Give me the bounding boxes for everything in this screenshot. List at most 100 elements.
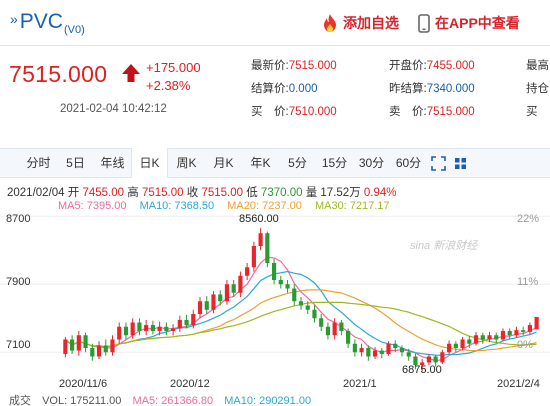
candle-body[interactable]	[433, 356, 438, 363]
candle-body[interactable]	[211, 294, 216, 310]
y-tick-label: 7900	[6, 276, 31, 288]
ma20-legend: MA20: 7237.00	[227, 200, 302, 212]
candle-body[interactable]	[500, 331, 506, 340]
symbol-title[interactable]: »PVC(V0)	[10, 10, 85, 36]
candle-body[interactable]	[514, 330, 519, 336]
candle-body[interactable]	[453, 343, 458, 348]
tab-yearly-k[interactable]: 年K	[250, 156, 271, 170]
candle-body[interactable]	[366, 348, 371, 357]
candle-body[interactable]	[372, 350, 378, 357]
kline-chart[interactable]	[0, 212, 550, 388]
tab-5min[interactable]: 5分	[288, 156, 307, 170]
candle-body[interactable]	[339, 322, 344, 332]
tab-intraday[interactable]: 分时	[26, 156, 51, 170]
candle-body[interactable]	[325, 326, 331, 336]
candle-body[interactable]	[177, 319, 182, 329]
candle-body[interactable]	[527, 325, 532, 332]
candle-body[interactable]	[386, 343, 391, 354]
volume-ma5: MA5: 261366.80	[132, 395, 214, 406]
candle-body[interactable]	[312, 309, 317, 319]
candle-body[interactable]	[467, 339, 472, 344]
candle-body[interactable]	[157, 326, 162, 331]
tab-15min[interactable]: 15分	[321, 156, 348, 170]
candle-body[interactable]	[521, 330, 526, 332]
candle-body[interactable]	[218, 294, 223, 302]
candle-body[interactable]	[332, 322, 337, 336]
candle-body[interactable]	[238, 275, 243, 293]
candle-body[interactable]	[245, 267, 250, 276]
candle-body[interactable]	[224, 284, 230, 302]
candle-body[interactable]	[164, 326, 169, 331]
candle-body[interactable]	[420, 362, 425, 365]
candle-body[interactable]	[110, 339, 115, 353]
candle-body[interactable]	[393, 343, 398, 348]
candle-body[interactable]	[507, 331, 512, 336]
ma5-legend: MA5: 7395.00	[58, 200, 127, 212]
candle-body[interactable]	[271, 263, 277, 280]
tab-5day[interactable]: 5日	[66, 156, 85, 170]
tab-30min[interactable]: 30分	[358, 156, 385, 170]
candle-body[interactable]	[487, 335, 492, 340]
candle-body[interactable]	[359, 348, 364, 353]
tab-weekly-k[interactable]: 周K	[176, 156, 197, 170]
candle-body[interactable]	[130, 322, 135, 336]
candle-body[interactable]	[473, 335, 479, 344]
candle-body[interactable]	[123, 326, 129, 336]
open-interest-label: 持仓	[526, 83, 549, 95]
candle-body[interactable]	[90, 348, 95, 357]
candle-body[interactable]	[352, 343, 357, 353]
candle-body[interactable]	[137, 322, 142, 332]
candle-body[interactable]	[413, 356, 418, 366]
candle-body[interactable]	[103, 345, 108, 353]
candle-body[interactable]	[251, 246, 256, 268]
candle-body[interactable]	[447, 343, 452, 353]
add-favorite-button[interactable]: 添加自选	[322, 12, 399, 34]
candle-body[interactable]	[285, 284, 290, 289]
candle-body[interactable]	[170, 328, 176, 331]
settings-icon[interactable]	[449, 149, 471, 177]
candle-body[interactable]	[494, 335, 499, 340]
settlement-row: 结算价:0.000	[251, 83, 318, 95]
quote-column-1: 最新价:7515.000 结算价:0.000 买 价:7510.000	[251, 55, 337, 124]
candle-body[interactable]	[191, 314, 196, 326]
candle-body[interactable]	[399, 348, 405, 353]
candle-body[interactable]	[426, 356, 432, 363]
tab-monthly-k[interactable]: 月K	[213, 156, 234, 170]
candle-body[interactable]	[76, 335, 81, 351]
candle-body[interactable]	[460, 339, 465, 349]
candle-body[interactable]	[204, 301, 209, 310]
candle-body[interactable]	[117, 326, 122, 340]
candle-body[interactable]	[258, 233, 263, 246]
candle-body[interactable]	[305, 305, 310, 310]
candle-body[interactable]	[70, 339, 75, 351]
ohlc-date: 2021/02/04	[7, 187, 65, 199]
open-app-label: 在APP中查看	[435, 15, 520, 31]
candle-body[interactable]	[298, 301, 304, 306]
candle-body[interactable]	[197, 301, 203, 314]
candle-body[interactable]	[231, 284, 236, 293]
candle-body[interactable]	[319, 318, 324, 327]
candle-body[interactable]	[292, 288, 297, 302]
candle-body[interactable]	[346, 331, 351, 344]
candle-body[interactable]	[83, 335, 88, 348]
watermark: sina 新浪财经	[410, 240, 478, 252]
candle-body[interactable]	[96, 345, 102, 357]
candle-body[interactable]	[440, 352, 445, 363]
tab-60min[interactable]: 60分	[395, 156, 422, 170]
open-app-button[interactable]: 在APP中查看	[418, 12, 520, 34]
candle-body[interactable]	[480, 335, 485, 340]
tab-year-line[interactable]: 年线	[100, 156, 125, 170]
candle-body[interactable]	[265, 233, 270, 263]
candle-body[interactable]	[63, 339, 68, 354]
x-tick-label: 2021/2/4	[497, 378, 540, 390]
candle-body[interactable]	[144, 325, 149, 331]
ma10-legend: MA10: 7368.50	[139, 200, 215, 212]
fullscreen-icon[interactable]	[427, 149, 449, 177]
tab-daily-k[interactable]: 日K	[131, 148, 168, 178]
candle-body[interactable]	[184, 319, 189, 326]
candle-body[interactable]	[278, 280, 283, 285]
candle-body[interactable]	[379, 350, 384, 354]
candle-body[interactable]	[406, 352, 411, 357]
candle-body[interactable]	[150, 325, 155, 331]
candle-body[interactable]	[534, 316, 539, 330]
